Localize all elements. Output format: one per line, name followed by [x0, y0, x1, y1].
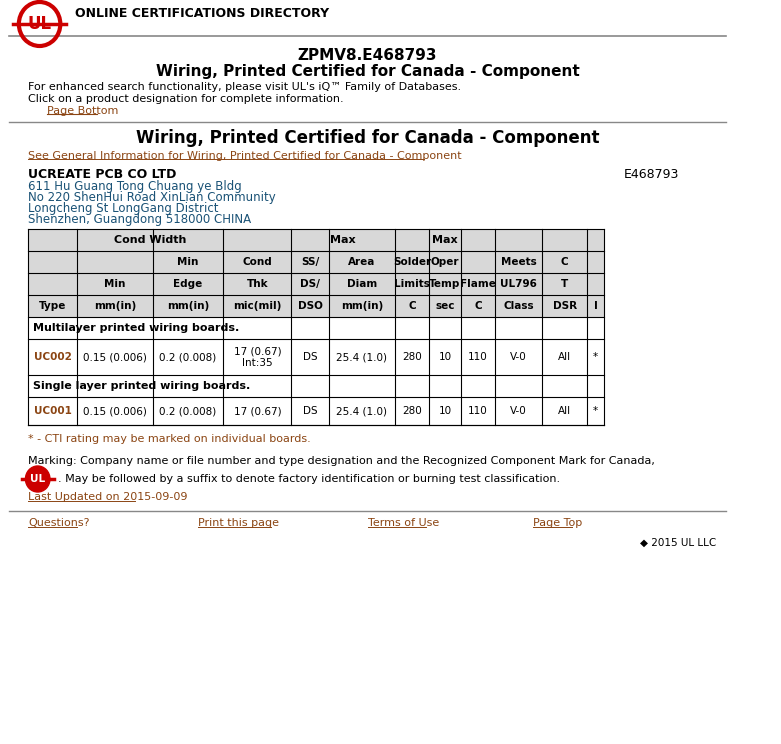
FancyBboxPatch shape: [28, 273, 604, 295]
Text: C: C: [474, 301, 482, 311]
Text: 611 Hu Guang Tong Chuang ye Bldg: 611 Hu Guang Tong Chuang ye Bldg: [28, 179, 242, 193]
Text: Multilayer printed wiring boards.: Multilayer printed wiring boards.: [33, 323, 239, 333]
Text: No 220 ShenHui Road XinLian Community: No 220 ShenHui Road XinLian Community: [28, 190, 276, 204]
Text: Shenzhen, Guangdong 518000 CHINA: Shenzhen, Guangdong 518000 CHINA: [28, 213, 251, 225]
Text: Marking: Company name or file number and type designation and the Recognized Com: Marking: Company name or file number and…: [28, 456, 655, 466]
Text: V-0: V-0: [510, 352, 527, 362]
Text: Temp: Temp: [430, 279, 461, 289]
Text: DSR: DSR: [552, 301, 576, 311]
Text: Wiring, Printed Certified for Canada - Component: Wiring, Printed Certified for Canada - C…: [136, 129, 599, 147]
Text: * - CTI rating may be marked on individual boards.: * - CTI rating may be marked on individu…: [28, 434, 311, 444]
Text: 0.15 (0.006): 0.15 (0.006): [83, 352, 147, 362]
FancyBboxPatch shape: [28, 251, 604, 273]
Text: C: C: [561, 257, 569, 267]
Text: Flame: Flame: [460, 279, 496, 289]
Text: 10: 10: [438, 406, 451, 416]
Text: Oper: Oper: [430, 257, 459, 267]
Text: mm(in): mm(in): [341, 301, 383, 311]
Text: 17 (0.67): 17 (0.67): [234, 406, 281, 416]
Text: Solder: Solder: [393, 257, 431, 267]
Text: For enhanced search functionality, please visit UL's iQ™ Family of Databases.: For enhanced search functionality, pleas…: [28, 82, 462, 92]
Text: 280: 280: [402, 352, 422, 362]
Text: SS/: SS/: [301, 257, 319, 267]
Text: 17 (0.67)
Int:35: 17 (0.67) Int:35: [234, 346, 281, 368]
Text: C: C: [408, 301, 415, 311]
Text: All: All: [558, 406, 571, 416]
Text: Area: Area: [348, 257, 376, 267]
Text: Type: Type: [39, 301, 66, 311]
Text: Print this page: Print this page: [198, 518, 279, 528]
Text: sec: sec: [435, 301, 455, 311]
Text: All: All: [558, 352, 571, 362]
Text: UC001: UC001: [34, 406, 72, 416]
Text: 110: 110: [468, 352, 488, 362]
Text: Max: Max: [330, 235, 356, 245]
Text: 0.2 (0.008): 0.2 (0.008): [159, 406, 216, 416]
Text: UL: UL: [30, 474, 45, 484]
Text: DSO: DSO: [298, 301, 323, 311]
Text: Page Bottom: Page Bottom: [47, 106, 119, 116]
Text: Thk: Thk: [247, 279, 268, 289]
Text: Meets: Meets: [501, 257, 537, 267]
Text: Questions?: Questions?: [28, 518, 90, 528]
Text: UL: UL: [27, 15, 52, 33]
Text: DS: DS: [303, 406, 317, 416]
Text: mm(in): mm(in): [167, 301, 209, 311]
Text: E468793: E468793: [623, 167, 679, 181]
Text: Click on a product designation for complete information.: Click on a product designation for compl…: [28, 94, 344, 104]
Text: Limits: Limits: [394, 279, 430, 289]
Text: Last Updated on 2015-09-09: Last Updated on 2015-09-09: [28, 492, 187, 502]
Text: See General Information for Wiring, Printed Certified for Canada - Component: See General Information for Wiring, Prin…: [28, 151, 462, 161]
Text: *: *: [593, 406, 598, 416]
Text: 25.4 (1.0): 25.4 (1.0): [337, 352, 387, 362]
Text: ZPMV8.E468793: ZPMV8.E468793: [298, 48, 437, 62]
Text: 0.15 (0.006): 0.15 (0.006): [83, 406, 147, 416]
Text: Cond Width: Cond Width: [114, 235, 187, 245]
Text: *: *: [593, 352, 598, 362]
Text: Page Top: Page Top: [533, 518, 582, 528]
Text: ONLINE CERTIFICATIONS DIRECTORY: ONLINE CERTIFICATIONS DIRECTORY: [76, 7, 330, 19]
Text: UL796: UL796: [500, 279, 537, 289]
Text: 10: 10: [438, 352, 451, 362]
Text: Single layer printed wiring boards.: Single layer printed wiring boards.: [33, 381, 250, 391]
FancyBboxPatch shape: [28, 295, 604, 317]
Text: 110: 110: [468, 406, 488, 416]
Text: mm(in): mm(in): [94, 301, 136, 311]
Text: Max: Max: [432, 235, 458, 245]
Text: UC002: UC002: [34, 352, 72, 362]
Text: ◆ 2015 UL LLC: ◆ 2015 UL LLC: [640, 538, 716, 548]
Text: Longcheng St LongGang District: Longcheng St LongGang District: [28, 202, 219, 214]
Text: DS: DS: [303, 352, 317, 362]
Text: DS/: DS/: [300, 279, 320, 289]
Text: 0.2 (0.008): 0.2 (0.008): [159, 352, 216, 362]
FancyBboxPatch shape: [29, 318, 604, 338]
Text: Min: Min: [177, 257, 198, 267]
Text: Diam: Diam: [347, 279, 377, 289]
Text: Cond: Cond: [242, 257, 273, 267]
Text: Class: Class: [503, 301, 533, 311]
FancyBboxPatch shape: [29, 376, 604, 396]
Text: Wiring, Printed Certified for Canada - Component: Wiring, Printed Certified for Canada - C…: [155, 63, 580, 79]
Text: UCREATE PCB CO LTD: UCREATE PCB CO LTD: [28, 167, 177, 181]
Text: Terms of Use: Terms of Use: [368, 518, 439, 528]
FancyBboxPatch shape: [28, 229, 604, 251]
Text: 280: 280: [402, 406, 422, 416]
Text: T: T: [561, 279, 569, 289]
Text: Min: Min: [105, 279, 126, 289]
Text: mic(mil): mic(mil): [234, 301, 281, 311]
Text: . May be followed by a suffix to denote factory identification or burning test c: . May be followed by a suffix to denote …: [59, 474, 561, 484]
Text: 25.4 (1.0): 25.4 (1.0): [337, 406, 387, 416]
Text: V-0: V-0: [510, 406, 527, 416]
Text: I: I: [594, 301, 597, 311]
Text: Edge: Edge: [173, 279, 202, 289]
Circle shape: [26, 466, 50, 492]
